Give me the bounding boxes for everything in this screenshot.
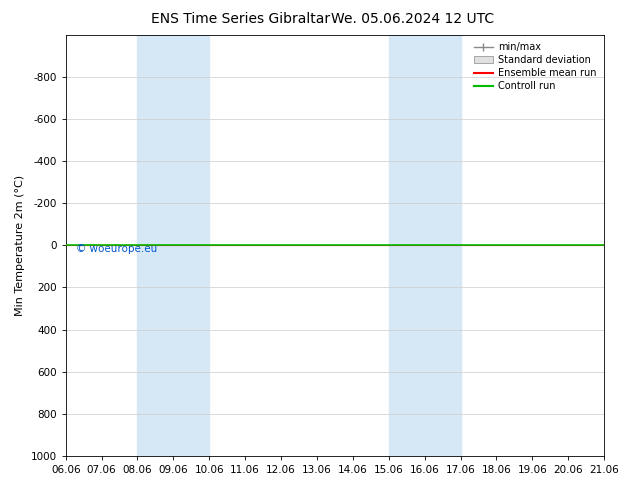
Bar bbox=[138, 35, 209, 456]
Y-axis label: Min Temperature 2m (°C): Min Temperature 2m (°C) bbox=[15, 175, 25, 316]
Bar bbox=[389, 35, 460, 456]
Text: ENS Time Series Gibraltar: ENS Time Series Gibraltar bbox=[152, 12, 330, 26]
Legend: min/max, Standard deviation, Ensemble mean run, Controll run: min/max, Standard deviation, Ensemble me… bbox=[470, 40, 599, 94]
Text: © woeurope.eu: © woeurope.eu bbox=[77, 245, 158, 254]
Text: We. 05.06.2024 12 UTC: We. 05.06.2024 12 UTC bbox=[330, 12, 494, 26]
